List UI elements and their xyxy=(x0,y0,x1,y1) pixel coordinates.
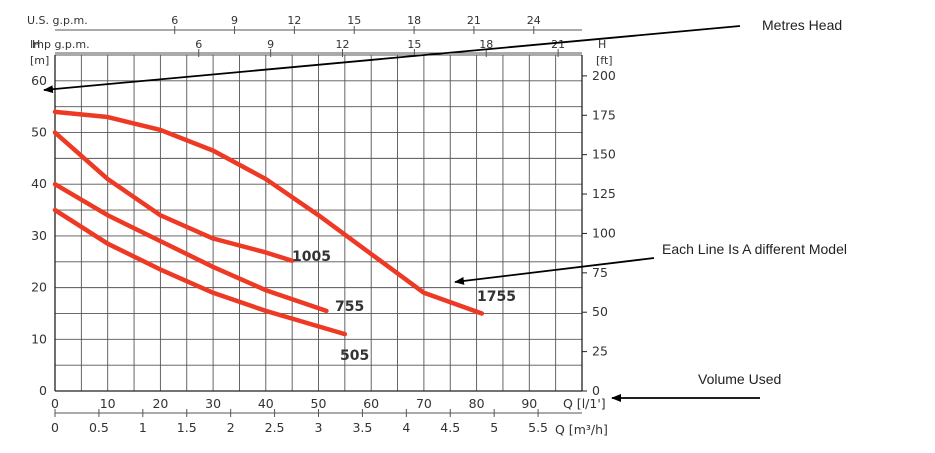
x-m3h-tick-label: 5 xyxy=(490,420,498,435)
x-lpm-tick-label: 90 xyxy=(521,396,537,411)
right-y-tick-label: 100 xyxy=(592,225,616,240)
x-lpm-tick-label: 0 xyxy=(51,396,59,411)
us-gpm-axis-label: U.S. g.p.m. xyxy=(27,14,88,27)
right-y-axis-h-label: H xyxy=(598,38,606,51)
series-line-1755 xyxy=(52,109,485,316)
left-y-tick-label: 60 xyxy=(31,73,47,88)
us-gpm-tick-label: 12 xyxy=(287,14,301,27)
left-y-tick-label: 30 xyxy=(31,228,47,243)
arrow-each-line xyxy=(454,257,655,285)
imp-gpm-tick-label: 15 xyxy=(407,38,421,51)
series-line-505 xyxy=(52,207,348,337)
series-label-505: 505 xyxy=(340,348,369,364)
top-axes: U.S. g.p.m. Imp g.p.m. 6 9 12 15 18 21 24 6 9 12 1… xyxy=(27,14,582,57)
right-y-axis-unit: [ft] xyxy=(596,54,613,67)
annotation-each-line: Each Line Is A different Model xyxy=(662,241,847,257)
series-label-1005: 1005 xyxy=(292,249,331,265)
arrow-metres-head xyxy=(43,25,741,94)
x-lpm-tick-label: 50 xyxy=(311,396,327,411)
imp-gpm-tick-label: 9 xyxy=(267,38,274,51)
x-m3h-tick-label: 1.5 xyxy=(177,420,197,435)
right-y-tick-label: 125 xyxy=(592,186,616,201)
x-lpm-tick-label: 60 xyxy=(363,396,379,411)
imp-gpm-tick-label: 18 xyxy=(479,38,493,51)
bottom-x-axes: Q [l/1'] Q [m³/h] 0 10 20 30 40 50 60 70 80 90 0 0.… xyxy=(51,396,608,437)
us-gpm-tick-label: 15 xyxy=(347,14,361,27)
imp-gpm-axis-label: Imp g.p.m. xyxy=(30,38,90,51)
chart-grid xyxy=(54,54,583,392)
imp-gpm-tick-label: 6 xyxy=(195,38,202,51)
right-y-tick-label: 150 xyxy=(592,147,616,162)
x-m3h-tick-label: 3.5 xyxy=(352,420,372,435)
us-gpm-tick-label: 9 xyxy=(231,14,238,27)
left-y-tick-label: 20 xyxy=(31,280,47,295)
series-label-755: 755 xyxy=(335,299,364,315)
us-gpm-tick-label: 6 xyxy=(171,14,178,27)
series-line-1005 xyxy=(52,130,295,263)
x-m3h-tick-label: 0 xyxy=(51,420,59,435)
left-y-tick-label: 50 xyxy=(31,125,47,140)
x-m3h-tick-label: 4 xyxy=(402,420,410,435)
x-lpm-tick-label: 20 xyxy=(152,396,168,411)
series-label-1755: 1755 xyxy=(477,289,516,305)
right-y-tick-label: 75 xyxy=(592,265,608,280)
x-m3h-tick-label: 0.5 xyxy=(89,420,109,435)
right-y-tick-label: 200 xyxy=(592,68,616,83)
x-m3h-tick-label: 5.5 xyxy=(528,420,548,435)
us-gpm-tick-label: 21 xyxy=(467,14,481,27)
left-y-axis: H [m] 0 10 20 30 40 50 60 xyxy=(30,38,49,398)
x-m3h-tick-label: 2 xyxy=(227,420,235,435)
x-m3h-tick-label: 4.5 xyxy=(440,420,460,435)
right-y-tick-label: 0 xyxy=(592,383,600,398)
annotations: Metres Head Each Line Is A different Mod… xyxy=(43,17,847,402)
x-m3h-tick-label: 1 xyxy=(139,420,147,435)
right-y-tick-label: 175 xyxy=(592,107,616,122)
annotation-metres-head: Metres Head xyxy=(762,17,842,33)
x-axis-m3h-label: Q [m³/h] xyxy=(555,422,608,437)
x-lpm-tick-label: 80 xyxy=(469,396,485,411)
x-axis-lpm-label: Q [l/1'] xyxy=(563,396,606,411)
right-y-axis: H [ft] 0 25 50 75 100 125 150 175 200 xyxy=(582,38,616,398)
x-m3h-tick-label: 2.5 xyxy=(265,420,285,435)
imp-gpm-tick-label: 12 xyxy=(335,38,349,51)
us-gpm-tick-label: 24 xyxy=(527,14,541,27)
x-lpm-tick-label: 30 xyxy=(205,396,221,411)
x-lpm-tick-label: 40 xyxy=(258,396,274,411)
left-y-tick-label: 0 xyxy=(39,383,47,398)
x-lpm-tick-label: 10 xyxy=(100,396,116,411)
left-y-tick-label: 10 xyxy=(31,331,47,346)
x-m3h-tick-label: 3 xyxy=(315,420,323,435)
left-y-tick-label: 40 xyxy=(31,176,47,191)
right-y-tick-label: 25 xyxy=(592,344,608,359)
annotation-volume-used: Volume Used xyxy=(698,371,781,387)
x-lpm-tick-label: 70 xyxy=(416,396,432,411)
left-y-axis-unit: [m] xyxy=(30,54,49,67)
imp-gpm-tick-label: 21 xyxy=(551,38,565,51)
series-lines: 1005 755 505 1755 xyxy=(52,109,516,364)
right-y-tick-label: 50 xyxy=(592,304,608,319)
left-y-axis-h-label: H xyxy=(32,38,40,51)
us-gpm-tick-label: 18 xyxy=(407,14,421,27)
series-line-755 xyxy=(52,181,329,314)
